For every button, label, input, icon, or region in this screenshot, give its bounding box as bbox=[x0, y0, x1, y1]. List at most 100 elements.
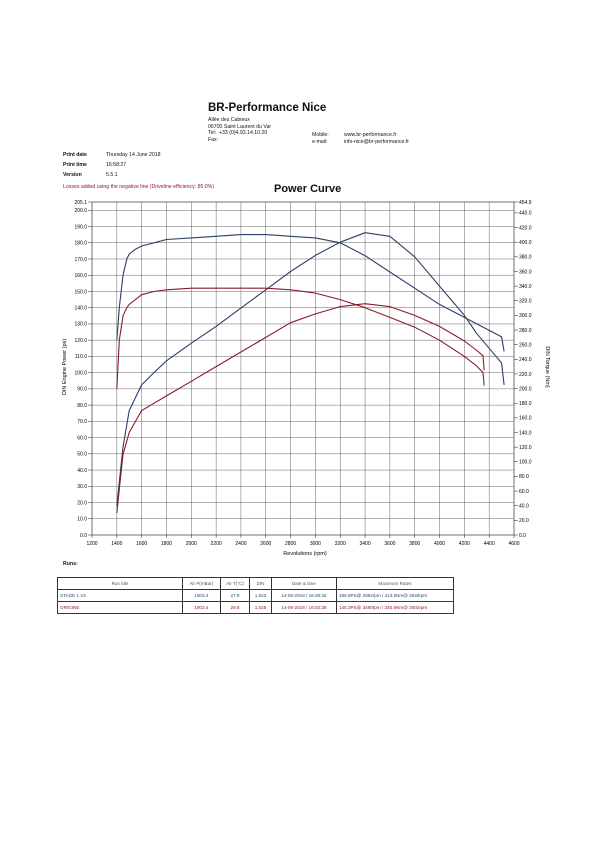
power-curve-chart: 205.1 200.0 190.0 180.0 170.0 160.0 150.0 140.0… bbox=[62, 200, 550, 557]
left-tick-label: 110.0 bbox=[75, 354, 87, 360]
air-t: 29.9 bbox=[219, 601, 251, 614]
left-tick-label: 60.0 bbox=[77, 435, 87, 441]
col-air-p: Air P(mBar) bbox=[182, 577, 221, 590]
left-tick-label: 40.0 bbox=[77, 468, 87, 474]
table-row[interactable]: STAGE 1 V2 1003.4 27.9 1.023 14-06-2018 … bbox=[57, 589, 454, 602]
x-tick-label: 1200 bbox=[86, 541, 97, 547]
left-tick-label: 80.0 bbox=[77, 403, 87, 409]
left-tick-label: 170.0 bbox=[74, 257, 87, 263]
x-tick-label: 2200 bbox=[211, 541, 222, 547]
email-label: e-mail: bbox=[312, 138, 328, 145]
left-tick-label: 160.0 bbox=[74, 273, 87, 279]
x-tick-label: 3600 bbox=[384, 541, 395, 547]
print-meta: Print date Thursday 14 June 2018 Print ti… bbox=[63, 150, 161, 180]
left-tick-label: 150.0 bbox=[74, 289, 87, 295]
right-tick-label: 220.0 bbox=[519, 372, 532, 378]
x-tick-label: 4400 bbox=[484, 541, 495, 547]
right-tick-label: 260.0 bbox=[519, 342, 532, 348]
x-tick-label: 4600 bbox=[508, 541, 519, 547]
right-tick-label: 160.0 bbox=[519, 416, 532, 422]
address-line: Allée des Cabieux bbox=[208, 117, 250, 123]
x-tick-label: 3200 bbox=[335, 541, 346, 547]
right-tick-label: 200.0 bbox=[519, 386, 532, 392]
max-rates: 186.6PS@ 3382rpm / 413.5Nm@ 2640rpm bbox=[336, 589, 454, 602]
col-run-title: Run title bbox=[57, 577, 183, 590]
x-tick-label: 3800 bbox=[409, 541, 420, 547]
left-tick-label: 10.0 bbox=[77, 517, 87, 523]
x-tick-label: 1400 bbox=[111, 541, 122, 547]
x-tick-label: 3400 bbox=[359, 541, 370, 547]
right-tick-label: 440.0 bbox=[519, 211, 532, 217]
left-tick-label: 30.0 bbox=[77, 484, 87, 490]
chart-grid bbox=[91, 201, 515, 536]
print-time-label: Print time bbox=[63, 162, 87, 168]
right-tick-label: 240.0 bbox=[519, 357, 532, 363]
air-t: 27.9 bbox=[219, 589, 251, 602]
right-tick-label: 80.0 bbox=[519, 474, 529, 480]
fax-label: Fax: bbox=[208, 136, 219, 143]
tel-value: +33 (0)4.93.14.10.20 bbox=[218, 130, 268, 137]
right-tick-label: 180.0 bbox=[519, 401, 532, 407]
print-time-value: 16:58:27 bbox=[106, 162, 127, 168]
company-name: BR-Performance Nice bbox=[208, 102, 327, 114]
x-tick-label: 2000 bbox=[186, 541, 197, 547]
datetime: 14-06-2018 / 16:28:32 bbox=[270, 589, 338, 602]
right-tick-label: 20.0 bbox=[519, 518, 529, 524]
left-tick-label: 200.0 bbox=[74, 208, 87, 214]
x-tick-label: 1800 bbox=[161, 541, 172, 547]
losses-note: Losses added using the negative line (Dr… bbox=[63, 184, 215, 190]
air-p: 1003.4 bbox=[182, 589, 221, 602]
col-din: DIN bbox=[249, 577, 272, 590]
right-tick-label: 340.0 bbox=[519, 284, 532, 290]
x-tick-label: 1600 bbox=[136, 541, 147, 547]
left-tick-label: 100.0 bbox=[74, 370, 87, 376]
right-tick-label: 140.0 bbox=[519, 430, 532, 436]
left-tick-label: 0.0 bbox=[80, 533, 87, 539]
left-tick-label: 90.0 bbox=[77, 387, 87, 393]
din: 1.023 bbox=[249, 589, 272, 602]
air-p: 1003.4 bbox=[182, 601, 221, 614]
col-air-t: Air T(°C) bbox=[219, 577, 251, 590]
x-tick-label: 2600 bbox=[260, 541, 271, 547]
runs-table-header: Run title Air P(mBar) Air T(°C) DIN Date… bbox=[57, 577, 454, 590]
right-tick-label: 0.0 bbox=[519, 533, 526, 539]
left-axis-ticks: 205.1 200.0 190.0 180.0 170.0 160.0 150.0 140.0… bbox=[74, 200, 92, 539]
series-line-stage-1-v2-power bbox=[116, 234, 505, 352]
left-tick-label: 120.0 bbox=[74, 338, 87, 344]
notes-label: Runs: bbox=[63, 561, 78, 567]
left-tick-label: 50.0 bbox=[77, 452, 87, 458]
mobile-value: www.br-performance.fr bbox=[344, 132, 397, 138]
right-tick-label: 380.0 bbox=[519, 255, 532, 261]
y-axis-left-label: DIN Engine Power (ps) bbox=[62, 339, 68, 395]
print-date-value: Thursday 14 June 2018 bbox=[106, 152, 161, 158]
address-line: 06700 Saint Laurent du Var bbox=[208, 123, 272, 130]
series-line-stage-1-v2-torque bbox=[116, 232, 505, 506]
left-tick-label: 130.0 bbox=[74, 322, 87, 328]
mobile-label: Mobile: bbox=[312, 132, 329, 138]
right-tick-label: 100.0 bbox=[519, 460, 532, 466]
email-value: info-nice@br-performance.fr bbox=[344, 138, 409, 145]
y-axis-right-label: DIN Torque (Nm) bbox=[544, 346, 550, 388]
series-line-origine-power bbox=[116, 287, 485, 389]
x-tick-label: 4200 bbox=[459, 541, 470, 547]
datetime: 14-06-2018 / 16:02:28 bbox=[270, 601, 338, 614]
max-rates: 145.3PS@ 3480rpm / 340.6Nm@ 2602rpm bbox=[336, 601, 454, 614]
din: 1.025 bbox=[249, 601, 272, 614]
right-tick-label: 454.9 bbox=[519, 200, 532, 206]
version-value: 5.5.1 bbox=[106, 172, 118, 178]
fax-row: Fax: bbox=[208, 137, 271, 144]
run-title: STAGE 1 V2 bbox=[57, 589, 183, 602]
x-tick-label: 4000 bbox=[434, 541, 445, 547]
table-row[interactable]: ORIGINE 1003.4 29.9 1.025 14-06-2018 / 1… bbox=[57, 601, 454, 614]
company-contact: Mobile: www.br-performance.fr e-mail: info… bbox=[312, 132, 409, 145]
tel-row: Tel: +33 (0)4.93.14.10.20 bbox=[208, 130, 271, 137]
right-axis-ticks: 454.9 440.0 420.0 400.0 380.0 360.0 340.0 320.0… bbox=[514, 200, 532, 539]
right-tick-label: 320.0 bbox=[519, 299, 532, 305]
plot-frame bbox=[91, 201, 515, 536]
col-datetime: Date & time bbox=[270, 577, 338, 590]
left-tick-label: 140.0 bbox=[74, 305, 87, 311]
right-tick-label: 120.0 bbox=[519, 445, 532, 451]
left-tick-label: 190.0 bbox=[74, 224, 87, 230]
right-tick-label: 300.0 bbox=[519, 313, 532, 319]
right-tick-label: 60.0 bbox=[519, 489, 529, 495]
